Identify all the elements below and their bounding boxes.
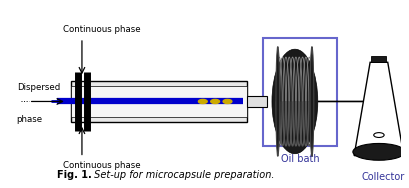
Circle shape [211,99,220,104]
Ellipse shape [276,47,280,156]
Circle shape [223,99,232,104]
Text: Oil bath: Oil bath [281,154,319,164]
Text: Continuous phase: Continuous phase [63,25,141,34]
Bar [71,86,247,117]
Bar [247,96,267,107]
Ellipse shape [353,143,405,160]
Ellipse shape [310,47,314,156]
Circle shape [198,99,207,104]
Bar [371,56,387,62]
Bar [71,81,247,122]
Text: Set-up for microcapsule preparation.: Set-up for microcapsule preparation. [91,170,274,180]
Bar [263,38,337,146]
Text: Fig. 1.: Fig. 1. [57,170,92,180]
Text: Dispersed: Dispersed [17,83,60,92]
Text: Continuous phase: Continuous phase [63,161,141,170]
Ellipse shape [272,49,318,154]
Text: phase: phase [17,114,43,124]
Text: Collector: Collector [361,172,405,182]
Polygon shape [354,62,404,156]
